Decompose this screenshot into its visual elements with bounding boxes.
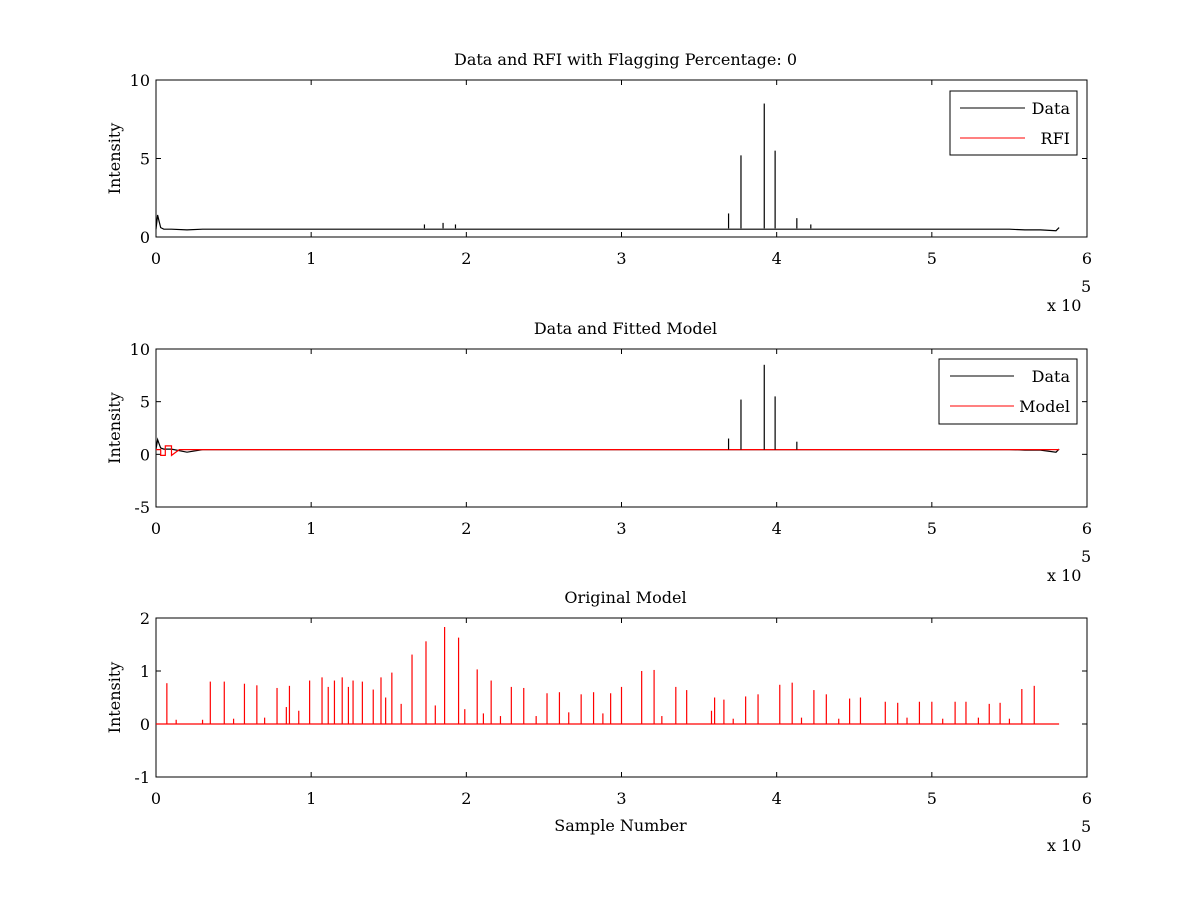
plot-2-y-tick-label: 0 [140,445,150,464]
plot-2-x-tick-label: 0 [151,519,161,538]
plot-2-x-tick-label: 2 [461,519,471,538]
plot-1-x-tick-label: 6 [1082,249,1092,268]
plot-1-legend-box [949,90,1078,156]
plot-3-x-tick-label: 5 [927,789,937,808]
plot-3-x-tick-label: 3 [616,789,626,808]
plot-3-x-exponent-base: x 10 [1047,836,1081,855]
plot-2-x-tick-label: 4 [772,519,782,538]
plot-1-y-tick-label: 5 [140,150,150,169]
plot-1-legend-label: RFI [1041,129,1070,148]
plot-1-x-exponent-power: 5 [1081,277,1091,296]
plot-2-x-exponent-power: 5 [1081,547,1091,566]
plot-2-legend-label: Data [1032,367,1071,386]
plot-2-legend-box [938,358,1078,425]
plot-3-x-tick-label: 4 [772,789,782,808]
plot-1-y-tick-label: 0 [140,228,150,247]
plot-2-legend: Data Model [938,358,1078,425]
plot-3-title: Original Model [564,588,686,607]
plot-1-series-1-line [155,214,1060,232]
plot-1-title: Data and RFI with Flagging Percentage: 0 [454,50,797,69]
plot-3-x-tick-label: 0 [151,789,161,808]
plot-1-x-exponent-base: x 10 [1047,296,1081,315]
plot-2-axes-box [155,348,1088,508]
plot-2-x-exponent-base: x 10 [1047,566,1081,585]
plot-3-xlabel: Sample Number [554,816,687,835]
plot-3-x-tick-label: 6 [1082,789,1092,808]
plot-2-y-tick-label: 5 [140,393,150,412]
plot-3-y-tick-label: 1 [140,662,150,681]
plot-3-x-tick-label: 1 [306,789,316,808]
plot-3-y-tick-label: 2 [140,609,150,628]
plot-3-y-tick-label: 0 [140,715,150,734]
plot-2-x-tick-label: 5 [927,519,937,538]
plot-2-legend-label: Model [1019,397,1070,416]
plot-3-x-exponent-power: 5 [1081,817,1091,836]
plot-1-x-tick-label: 0 [151,249,161,268]
plot-2-x-tick-label: 3 [616,519,626,538]
plot-3-x-tick-label: 2 [461,789,471,808]
plot-1-x-tick-label: 3 [616,249,626,268]
plot-1-legend-label: Data [1032,99,1071,118]
plot-1-ylabel: Intensity [105,123,124,195]
plot-3-y-tick-label: -1 [134,768,150,787]
plot-2-y-tick-label: 10 [130,340,150,359]
plot-1-x-tick-label: 1 [306,249,316,268]
plot-1-axes-box [155,79,1088,238]
plot-2-x-tick-label: 1 [306,519,316,538]
plot-3-ylabel: Intensity [105,662,124,734]
plot-2-x-tick-label: 6 [1082,519,1092,538]
plot-2-y-tick-label: -5 [134,498,150,517]
plot-2-series-2-line [156,445,1060,457]
plot-1-legend: Data RFI [949,90,1078,156]
plot-1-x-tick-label: 2 [461,249,471,268]
plot-2-title: Data and Fitted Model [534,319,717,338]
plot-2-ylabel: Intensity [105,392,124,464]
plot-1-y-tick-label: 10 [130,71,150,90]
plot-1-x-tick-label: 5 [927,249,937,268]
plot-1-x-tick-label: 4 [772,249,782,268]
